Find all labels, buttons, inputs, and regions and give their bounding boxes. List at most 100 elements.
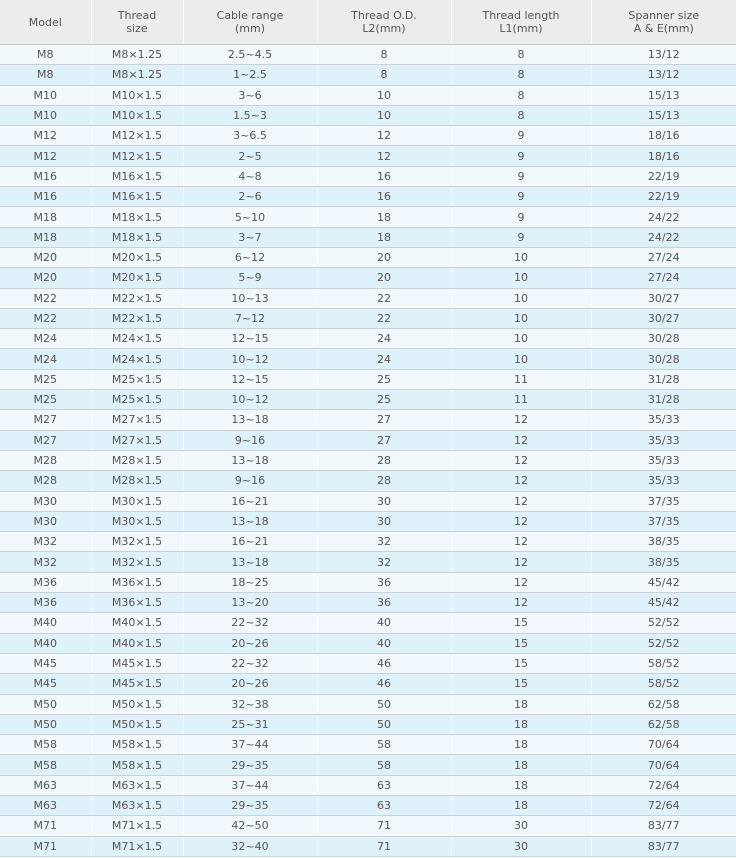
cell-spanner-size: 15/13 xyxy=(591,85,736,106)
cell-model: M24 xyxy=(0,328,92,350)
cell-thread-size: M30×1.5 xyxy=(91,511,184,533)
cell-thread-od: 36 xyxy=(317,592,452,614)
table-row: M63 M63×1.5 37~44 63 18 72/64 xyxy=(0,775,736,796)
cell-spanner-size: 22/19 xyxy=(591,186,736,208)
cell-thread-size: M63×1.5 xyxy=(91,775,184,796)
cell-thread-size: M10×1.5 xyxy=(91,85,184,106)
cell-spanner-size: 45/42 xyxy=(591,572,736,594)
header-line: L2(mm) xyxy=(362,22,406,35)
cell-spanner-size: 15/13 xyxy=(591,105,736,127)
cell-thread-length: 10 xyxy=(451,328,592,350)
cell-spanner-size: 52/52 xyxy=(591,633,736,654)
table-row: M8 M8×1.25 2.5~4.5 8 8 13/12 xyxy=(0,44,736,66)
cell-cable-range: 13~18 xyxy=(183,450,318,472)
cell-model: M50 xyxy=(0,714,92,736)
cell-thread-length: 9 xyxy=(451,145,592,167)
cell-thread-size: M16×1.5 xyxy=(91,186,184,208)
cell-thread-od: 71 xyxy=(317,815,452,837)
cell-thread-od: 22 xyxy=(317,288,452,309)
header-line: Thread length xyxy=(482,9,560,22)
cell-model: M28 xyxy=(0,470,92,492)
table-row: M36 M36×1.5 13~20 36 12 45/42 xyxy=(0,592,736,614)
cell-thread-length: 12 xyxy=(451,430,592,451)
cell-thread-od: 30 xyxy=(317,511,452,533)
cell-thread-od: 20 xyxy=(317,247,452,269)
cell-thread-size: M18×1.5 xyxy=(91,227,184,248)
cell-thread-length: 12 xyxy=(451,450,592,472)
header-cable-range: Cable range (mm) xyxy=(183,0,318,45)
cell-cable-range: 25~31 xyxy=(183,714,318,736)
cell-cable-range: 16~21 xyxy=(183,491,318,512)
cell-model: M45 xyxy=(0,673,92,695)
cell-thread-size: M27×1.5 xyxy=(91,430,184,451)
cell-spanner-size: 13/12 xyxy=(591,44,736,66)
cell-thread-length: 9 xyxy=(451,125,592,147)
cell-thread-od: 18 xyxy=(317,227,452,248)
cell-model: M58 xyxy=(0,734,92,756)
cell-thread-od: 24 xyxy=(317,348,452,370)
cell-thread-size: M22×1.5 xyxy=(91,288,184,309)
cell-cable-range: 2.5~4.5 xyxy=(183,44,318,66)
cell-model: M32 xyxy=(0,551,92,573)
cell-spanner-size: 38/35 xyxy=(591,551,736,573)
cell-thread-length: 9 xyxy=(451,186,592,208)
cell-cable-range: 13~18 xyxy=(183,409,318,431)
table-row: M28 M28×1.5 9~16 28 12 35/33 xyxy=(0,470,736,492)
cell-thread-length: 10 xyxy=(451,267,592,289)
cell-model: M22 xyxy=(0,288,92,309)
cell-thread-size: M40×1.5 xyxy=(91,633,184,654)
cell-spanner-size: 35/33 xyxy=(591,409,736,431)
cell-cable-range: 2~5 xyxy=(183,145,318,167)
table-row: M45 M45×1.5 22~32 46 15 58/52 xyxy=(0,653,736,675)
cell-thread-length: 18 xyxy=(451,694,592,715)
table-row: M18 M18×1.5 3~7 18 9 24/22 xyxy=(0,227,736,248)
cell-model: M32 xyxy=(0,531,92,553)
cell-thread-size: M12×1.5 xyxy=(91,145,184,167)
table-row: M8 M8×1.25 1~2.5 8 8 13/12 xyxy=(0,64,736,86)
cell-model: M12 xyxy=(0,125,92,147)
cell-model: M16 xyxy=(0,166,92,188)
cell-thread-od: 27 xyxy=(317,430,452,451)
cell-thread-size: M12×1.5 xyxy=(91,125,184,147)
cell-thread-od: 8 xyxy=(317,44,452,66)
table-row: M27 M27×1.5 13~18 27 12 35/33 xyxy=(0,409,736,431)
cell-model: M12 xyxy=(0,145,92,167)
cell-thread-size: M30×1.5 xyxy=(91,491,184,512)
header-thread-length: Thread length L1(mm) xyxy=(451,0,592,45)
cell-spanner-size: 70/64 xyxy=(591,754,736,776)
cell-spanner-size: 58/52 xyxy=(591,673,736,695)
cell-spanner-size: 27/24 xyxy=(591,267,736,289)
cell-thread-length: 12 xyxy=(451,531,592,553)
cell-model: M25 xyxy=(0,389,92,411)
cell-model: M20 xyxy=(0,267,92,289)
cell-spanner-size: 83/77 xyxy=(591,815,736,837)
cell-thread-length: 10 xyxy=(451,288,592,309)
cell-cable-range: 3~6.5 xyxy=(183,125,318,147)
cell-cable-range: 10~12 xyxy=(183,348,318,370)
cell-cable-range: 1~2.5 xyxy=(183,64,318,86)
cell-thread-size: M50×1.5 xyxy=(91,694,184,715)
cell-thread-length: 18 xyxy=(451,714,592,736)
table-row: M20 M20×1.5 5~9 20 10 27/24 xyxy=(0,267,736,289)
cell-model: M30 xyxy=(0,511,92,533)
cell-spanner-size: 62/58 xyxy=(591,694,736,715)
cell-cable-range: 2~6 xyxy=(183,186,318,208)
header-line: Thread O.D. xyxy=(351,9,417,22)
cell-thread-length: 9 xyxy=(451,166,592,188)
cell-model: M27 xyxy=(0,409,92,431)
cell-thread-od: 40 xyxy=(317,612,452,634)
cell-thread-length: 12 xyxy=(451,592,592,614)
cell-thread-od: 10 xyxy=(317,105,452,127)
cell-thread-size: M20×1.5 xyxy=(91,247,184,269)
cell-model: M25 xyxy=(0,369,92,391)
cell-thread-length: 15 xyxy=(451,612,592,634)
table-row: M12 M12×1.5 2~5 12 9 18/16 xyxy=(0,145,736,167)
table-row: M71 M71×1.5 42~50 71 30 83/77 xyxy=(0,815,736,837)
cell-thread-od: 28 xyxy=(317,450,452,472)
cell-cable-range: 32~40 xyxy=(183,836,318,857)
cell-spanner-size: 27/24 xyxy=(591,247,736,269)
cell-thread-od: 22 xyxy=(317,308,452,330)
cell-thread-od: 58 xyxy=(317,754,452,776)
cell-thread-size: M45×1.5 xyxy=(91,673,184,695)
cell-cable-range: 5~9 xyxy=(183,267,318,289)
